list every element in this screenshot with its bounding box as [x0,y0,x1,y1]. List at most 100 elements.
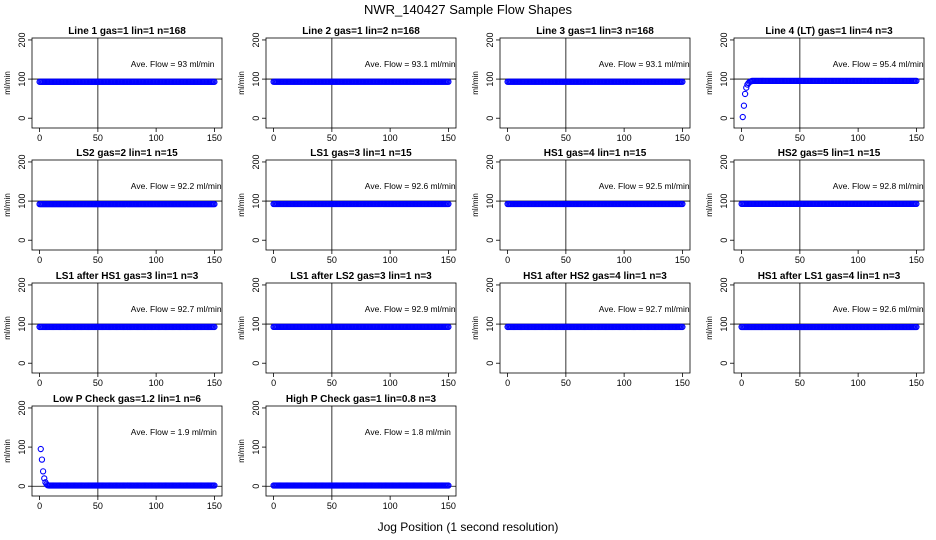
panel-4: Line 4 (LT) gas=1 lin=4 n=3 0 50 100 150 0 100… [705,26,925,143]
panel-8-points [738,200,920,208]
panel-8-ytick-label-1: 100 [719,194,729,209]
panel-1-ytick-label-2: 200 [17,32,27,47]
panel-7-avg-label: Ave. Flow = 92.5 ml/min [599,181,690,191]
panel-3-xtick-label-0: 0 [505,133,510,143]
panel-2-ytick-label-0: 0 [251,116,261,121]
panel-10-ytick-label-2: 200 [251,277,261,292]
panel-7-xtick-label-2: 100 [617,255,632,265]
panel-4-ytick-label-1: 100 [719,72,729,87]
panel-12-ytick-label-2: 200 [719,277,729,292]
panel-1-points [36,78,218,85]
panel-12: HS1 after LS1 gas=4 lin=1 n=3 0 50 100 150 0 1… [705,271,925,388]
panel-3-ylabel: ml/min [471,71,480,95]
panel-5-point-150 [211,200,218,208]
panel-13-frame [31,405,223,497]
panel-8-ytick-label-0: 0 [719,238,729,243]
figure-title: NWR_140427 Sample Flow Shapes [364,2,573,17]
panel-7-xtick-label-0: 0 [505,255,510,265]
panel-7-point-150 [679,200,686,208]
panel-13-point-3 [41,475,48,482]
panel-6-frame [265,159,457,251]
panel-13-xtick-label-1: 50 [93,501,103,511]
panel-14-xtick-label-1: 50 [327,501,337,511]
panel-7-title: HS1 gas=4 lin=1 n=15 [544,148,647,159]
panel-14-avg-label: Ave. Flow = 1.8 ml/min [365,427,451,437]
panel-4-title: Line 4 (LT) gas=1 lin=4 n=3 [765,26,893,37]
panel-13-ytick-label-0: 0 [17,484,27,489]
panel-5-ytick-label-1: 100 [17,194,27,209]
panel-12-point-150 [913,323,920,331]
panel-1-point-150 [211,78,218,85]
panel-3-avg-label: Ave. Flow = 93.1 ml/min [599,59,690,69]
panel-3-xtick-label-2: 100 [617,133,632,143]
panel-8-point-150 [913,200,920,208]
panel-12-xtick-label-3: 150 [909,378,924,388]
panel-4-points [739,77,920,121]
panel-14-points [270,482,452,489]
panel-4-xtick-label-3: 150 [909,133,924,143]
panel-2-xtick-label-2: 100 [383,133,398,143]
panel-2-avg-label: Ave. Flow = 93.1 ml/min [365,59,456,69]
panel-13-ytick-label-2: 200 [17,400,27,415]
panel-5-frame [31,159,223,251]
panel-3-xtick-label-1: 50 [561,133,571,143]
panel-3-ytick-label-0: 0 [485,116,495,121]
panel-2-xtick-label-3: 150 [441,133,456,143]
panel-9-title: LS1 after HS1 gas=3 lin=1 n=3 [56,271,199,282]
panel-5-ytick-label-2: 200 [17,154,27,169]
panel-1-frame [31,37,223,129]
panel-4-point-0 [739,113,746,121]
panel-9-avg-label: Ave. Flow = 92.7 ml/min [131,304,222,314]
panel-11-avg-label: Ave. Flow = 92.7 ml/min [599,304,690,314]
panel-1-ytick-label-1: 100 [17,72,27,87]
panel-10-frame [265,282,457,374]
panel-4-ylabel: ml/min [705,71,714,95]
panel-6-xtick-label-3: 150 [441,255,456,265]
panel-3-xtick-label-3: 150 [675,133,690,143]
panel-13-avg-label: Ave. Flow = 1.9 ml/min [131,427,217,437]
panel-7-xtick-label-1: 50 [561,255,571,265]
panel-12-xtick-label-2: 100 [851,378,866,388]
panel-9-point-150 [211,323,218,331]
panel-11-title: HS1 after HS2 gas=4 lin=1 n=3 [523,271,667,282]
panel-1-xtick-label-3: 150 [207,133,222,143]
panel-11-points [504,323,686,331]
panel-10-avg-label: Ave. Flow = 92.9 ml/min [365,304,456,314]
panel-3: Line 3 gas=1 lin=3 n=168 0 50 100 150 0 100 200… [471,26,691,143]
panel-3-point-150 [679,78,686,85]
panel-14-xtick-label-3: 150 [441,501,456,511]
panel-1-title: Line 1 gas=1 lin=1 n=168 [68,26,186,37]
panel-13-point-149 [211,482,218,489]
panel-14-point-150 [445,482,452,489]
panel-8-xtick-label-3: 150 [909,255,924,265]
panel-11-point-150 [679,323,686,331]
panel-11: HS1 after HS2 gas=4 lin=1 n=3 0 50 100 150 0 1… [471,271,691,388]
panel-2-ytick-label-2: 200 [251,32,261,47]
panel-8-xtick-label-1: 50 [795,255,805,265]
panel-5-xtick-label-1: 50 [93,255,103,265]
panel-8-xtick-label-2: 100 [851,255,866,265]
panel-4-xtick-label-0: 0 [739,133,744,143]
panel-10-xtick-label-0: 0 [271,378,276,388]
panel-1-xtick-label-2: 100 [149,133,164,143]
panel-11-xtick-label-1: 50 [561,378,571,388]
panel-4-ytick-label-0: 0 [719,116,729,121]
panel-9-xtick-label-2: 100 [149,378,164,388]
panel-14-title: High P Check gas=1 lin=0.8 n=3 [286,394,437,405]
panel-12-avg-label: Ave. Flow = 92.6 ml/min [833,304,924,314]
panel-13-title: Low P Check gas=1.2 lin=1 n=6 [53,394,201,405]
panel-5-title: LS2 gas=2 lin=1 n=15 [76,148,178,159]
panel-13-xtick-label-3: 150 [207,501,222,511]
panel-8-frame [733,159,925,251]
figure-xlabel: Jog Position (1 second resolution) [378,520,559,534]
panel-10-point-150 [445,323,452,331]
panel-10-ytick-label-1: 100 [251,317,261,332]
panel-13-point-0 [37,445,44,453]
panel-10-xtick-label-3: 150 [441,378,456,388]
panel-2-xtick-label-1: 50 [327,133,337,143]
panel-14-xtick-label-2: 100 [383,501,398,511]
panel-12-xtick-label-1: 50 [795,378,805,388]
panel-9-xtick-label-3: 150 [207,378,222,388]
panel-3-frame [499,37,691,129]
panel-3-ytick-label-2: 200 [485,32,495,47]
